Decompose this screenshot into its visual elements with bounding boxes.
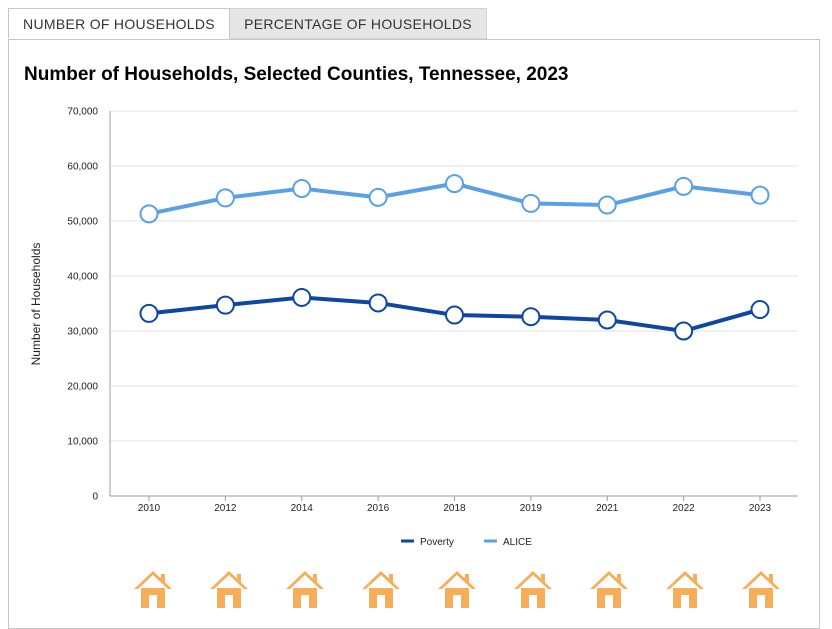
house-icon — [666, 571, 704, 608]
x-tick-label: 2022 — [673, 503, 696, 514]
house-door — [681, 595, 689, 608]
x-tick-label: 2021 — [596, 503, 619, 514]
x-tick-label: 2010 — [138, 503, 161, 514]
house-chimney — [693, 574, 697, 583]
alice-data-point[interactable] — [674, 176, 694, 196]
house-chimney — [161, 574, 165, 583]
alice-data-point[interactable] — [139, 204, 159, 224]
y-tick-label: 40,000 — [67, 272, 98, 283]
poverty-data-point[interactable] — [139, 303, 159, 323]
tab-number-of-households[interactable]: NUMBER OF HOUSEHOLDS — [8, 8, 230, 39]
house-door — [757, 595, 765, 608]
poverty-data-point[interactable] — [597, 310, 617, 330]
x-tick-label: 2018 — [443, 503, 466, 514]
x-tick-label: 2012 — [214, 503, 237, 514]
house-icon — [438, 571, 476, 608]
house-chimney — [465, 574, 469, 583]
line-chart: 0 10,000 20,000 30,000 40,000 50,000 60,000 70,… — [29, 107, 798, 608]
house-chimney — [313, 574, 317, 583]
alice-data-point[interactable] — [368, 187, 388, 207]
x-tick-label: 2016 — [367, 503, 390, 514]
house-roof — [286, 571, 324, 589]
house-door — [453, 595, 461, 608]
x-tick-label: 2014 — [291, 503, 314, 514]
alice-data-point[interactable] — [292, 179, 312, 199]
house-roof — [210, 571, 248, 589]
house-roof — [514, 571, 552, 589]
house-door — [149, 595, 157, 608]
house-door — [225, 595, 233, 608]
y-tick-label: 60,000 — [67, 162, 98, 173]
poverty-data-point[interactable] — [292, 287, 312, 307]
house-icon — [742, 571, 780, 608]
alice-data-point[interactable] — [445, 174, 464, 194]
legend-label-alice: ALICE — [503, 537, 532, 548]
poverty-data-point[interactable] — [445, 305, 464, 325]
house-icon — [286, 571, 324, 608]
house-roof — [438, 571, 476, 589]
legend: Poverty ALICE — [401, 537, 532, 548]
y-tick-label: 10,000 — [67, 437, 98, 448]
alice-data-point[interactable] — [521, 193, 541, 213]
house-icon — [590, 571, 628, 608]
house-roof — [134, 571, 172, 589]
tab-percentage-of-households[interactable]: PERCENTAGE OF HOUSEHOLDS — [230, 8, 487, 39]
house-chimney — [389, 574, 393, 583]
y-axis-ticks: 0 10,000 20,000 30,000 40,000 50,000 60,000 70,… — [67, 107, 98, 503]
y-tick-label: 0 — [92, 492, 98, 503]
house-door — [605, 595, 613, 608]
x-axis-ticks: 2010 2012 2014 2016 2018 2019 2021 2022 2023 — [138, 496, 772, 514]
house-icon — [210, 571, 248, 608]
alice-data-point[interactable] — [215, 188, 235, 208]
house-chimney — [541, 574, 545, 583]
poverty-data-point[interactable] — [674, 321, 694, 341]
y-tick-label: 50,000 — [67, 217, 98, 228]
y-tick-label: 30,000 — [67, 327, 98, 338]
series-lines — [139, 174, 770, 341]
house-roof — [742, 571, 780, 589]
house-door — [529, 595, 537, 608]
house-chimney — [617, 574, 621, 583]
chart-title: Number of Households, Selected Counties,… — [24, 64, 569, 85]
y-axis-label: Number of Households — [29, 243, 43, 366]
house-icon — [362, 571, 400, 608]
grid-lines — [110, 110, 798, 442]
house-door — [301, 595, 309, 608]
poverty-data-point[interactable] — [368, 293, 388, 313]
legend-label-poverty: Poverty — [420, 537, 454, 548]
house-roof — [666, 571, 704, 589]
house-roof — [362, 571, 400, 589]
alice-data-point[interactable] — [750, 185, 770, 205]
house-roof — [590, 571, 628, 589]
y-tick-label: 70,000 — [67, 107, 98, 118]
house-icon — [134, 571, 172, 608]
x-tick-label: 2019 — [520, 503, 543, 514]
poverty-data-point[interactable] — [750, 300, 770, 320]
house-door — [377, 595, 385, 608]
house-chimney — [769, 574, 773, 583]
y-tick-label: 20,000 — [67, 382, 98, 393]
poverty-data-point[interactable] — [215, 295, 235, 315]
x-tick-label: 2023 — [749, 503, 772, 514]
poverty-data-point[interactable] — [521, 307, 541, 327]
house-icon — [514, 571, 552, 608]
house-icon-row — [134, 571, 780, 608]
house-chimney — [237, 574, 241, 583]
alice-data-point[interactable] — [597, 195, 617, 215]
